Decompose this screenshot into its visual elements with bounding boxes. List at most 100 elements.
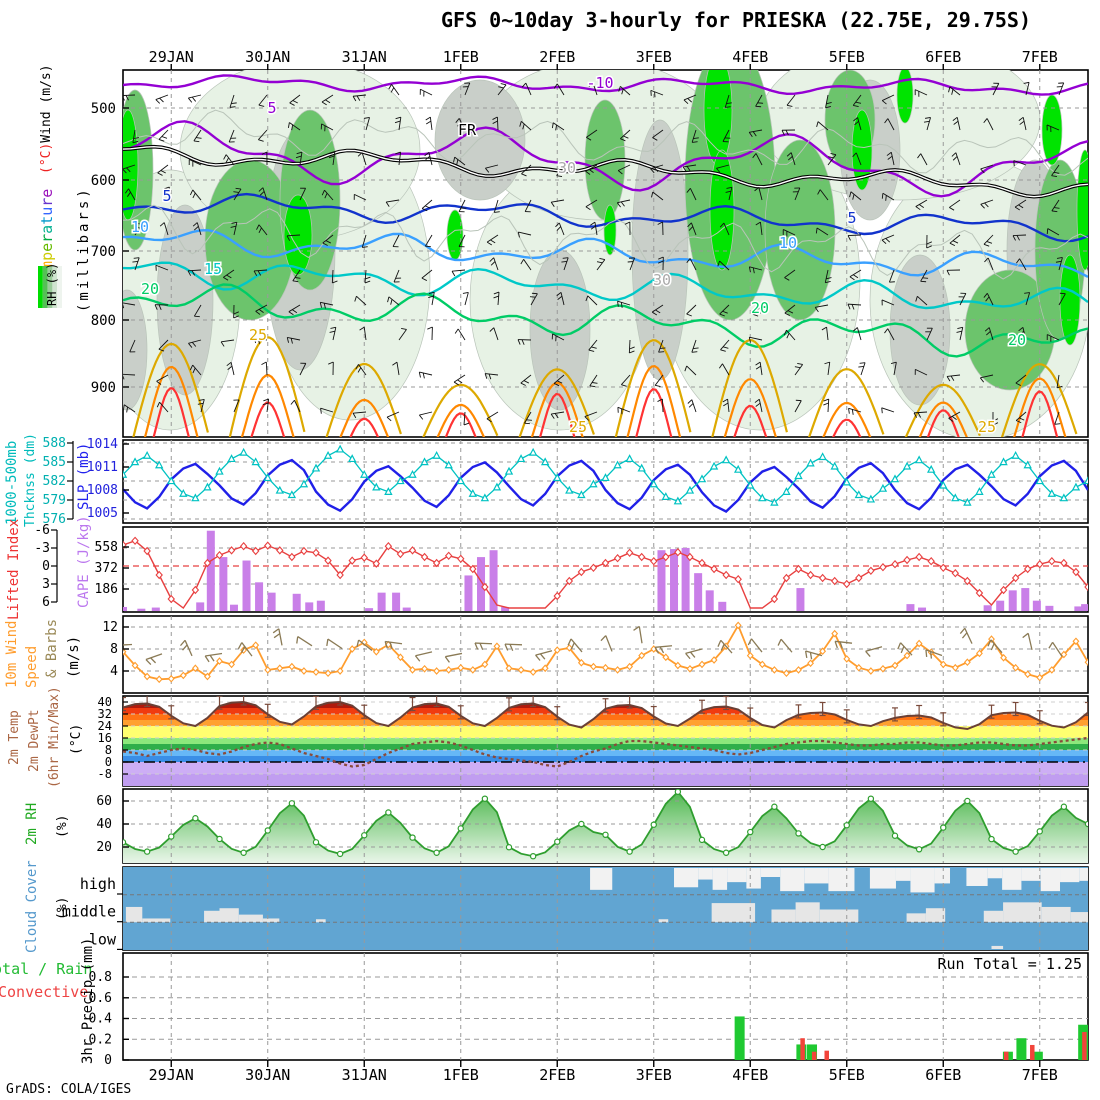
svg-text:20: 20: [96, 840, 112, 855]
svg-text:2FEB: 2FEB: [539, 1066, 575, 1084]
svg-text:24: 24: [98, 719, 112, 733]
svg-text:40: 40: [98, 695, 112, 709]
svg-text:32: 32: [98, 707, 112, 721]
panel-precip: [123, 953, 1088, 1060]
svg-text:29JAN: 29JAN: [149, 48, 194, 66]
svg-text:2m Temp: 2m Temp: [7, 710, 22, 765]
svg-text:4: 4: [110, 664, 118, 679]
panel-cloud: [123, 867, 1088, 950]
svg-text:576: 576: [43, 512, 66, 527]
grads-credit: GrADS: COLA/IGES: [6, 1082, 132, 1097]
thickness-line: [123, 444, 1088, 506]
svg-text:-8: -8: [98, 767, 112, 781]
svg-text:5FEB: 5FEB: [829, 48, 865, 66]
svg-text:0: 0: [104, 1053, 112, 1068]
svg-text:5FEB: 5FEB: [829, 1066, 865, 1084]
svg-text:31JAN: 31JAN: [342, 1066, 387, 1084]
svg-text:1008: 1008: [87, 483, 118, 498]
svg-text:3hr Precip (mm): 3hr Precip (mm): [80, 938, 96, 1064]
svg-text:RH (%): RH (%): [45, 263, 59, 306]
svg-text:2FEB: 2FEB: [539, 48, 575, 66]
svg-text:12: 12: [102, 620, 118, 635]
svg-text:(m/s): (m/s): [66, 636, 82, 678]
svg-text:(°C): (°C): [69, 724, 84, 755]
svg-text:500: 500: [91, 101, 116, 117]
svg-text:Cloud Cover: Cloud Cover: [24, 860, 40, 953]
svg-text:5: 5: [267, 99, 276, 117]
svg-text:-3: -3: [34, 541, 50, 556]
wind10m-line: [123, 621, 1088, 684]
run-total-label: Run Total = 1.25: [938, 955, 1083, 973]
svg-text:186: 186: [95, 582, 118, 597]
svg-text:middle: middle: [62, 903, 116, 921]
page-title: GFS 0~10day 3-hourly for PRIESKA (22.75E…: [440, 8, 1031, 32]
rh2m-line: [123, 789, 1088, 860]
svg-text:60: 60: [96, 794, 112, 809]
svg-text:600: 600: [91, 173, 116, 189]
svg-text:high: high: [80, 875, 116, 893]
svg-text:40: 40: [96, 817, 112, 832]
cloud-grid: [170, 867, 1041, 950]
svg-text:1000-500mb: 1000-500mb: [4, 441, 20, 525]
svg-text:588: 588: [43, 436, 66, 451]
svg-text:585: 585: [43, 455, 66, 470]
svg-text:Convective: Convective: [0, 983, 88, 1001]
svg-text:29JAN: 29JAN: [149, 1066, 194, 1084]
svg-text:1FEB: 1FEB: [443, 48, 479, 66]
svg-text:579: 579: [43, 493, 66, 508]
svg-text:372: 372: [95, 561, 118, 576]
svg-text:700: 700: [91, 244, 116, 260]
svg-text:& Barbs: & Barbs: [44, 619, 60, 678]
svg-text:0.6: 0.6: [89, 991, 112, 1006]
upper-air-wind-barbs: [123, 81, 1066, 426]
svg-text:FR: FR: [458, 121, 477, 139]
slp-line: [123, 458, 1088, 513]
svg-text:0: 0: [42, 559, 50, 574]
svg-text:30JAN: 30JAN: [245, 1066, 290, 1084]
svg-text:0: 0: [105, 755, 112, 769]
svg-text:-6: -6: [34, 523, 50, 538]
svg-text:5: 5: [847, 209, 856, 227]
svg-text:10: 10: [779, 234, 797, 252]
svg-text:SLP (mb): SLP (mb): [76, 443, 92, 510]
svg-text:10: 10: [131, 218, 149, 236]
svg-text:5: 5: [162, 187, 171, 205]
svg-text:20: 20: [141, 280, 159, 298]
precip-convective-bars: [800, 1032, 1087, 1060]
svg-text:Lifted Index: Lifted Index: [6, 519, 22, 620]
svg-text:(%): (%): [55, 897, 70, 920]
svg-text:2m DewPt: 2m DewPt: [27, 709, 42, 772]
svg-text:6FEB: 6FEB: [925, 48, 961, 66]
svg-text:30: 30: [653, 271, 671, 289]
rh2m-grid: [123, 789, 1088, 863]
svg-text:(°C)Wind (m/s): (°C)Wind (m/s): [39, 64, 54, 174]
dewpt-line: [123, 736, 1088, 768]
svg-text:30: 30: [558, 159, 576, 177]
wind10m-barbs: [123, 625, 1063, 665]
svg-text:25: 25: [249, 326, 267, 344]
temperature-contours: [123, 74, 1088, 437]
svg-text:900: 900: [91, 380, 116, 396]
svg-text:3FEB: 3FEB: [636, 48, 672, 66]
svg-text:1011: 1011: [87, 460, 118, 475]
svg-text:6: 6: [42, 595, 50, 610]
svg-text:Run Total = 1.25: Run Total = 1.25: [938, 955, 1083, 973]
svg-text:25: 25: [569, 418, 587, 436]
contour-labels: -10 5 FR 5 5 10 10 15 20 20 20 25 25 25 30 30: [129, 73, 1027, 438]
svg-text:4FEB: 4FEB: [732, 1066, 768, 1084]
cape-bars: [123, 530, 1088, 611]
upper-air-grid: [123, 70, 1088, 437]
svg-text:(%): (%): [55, 815, 70, 838]
svg-text:7FEB: 7FEB: [1022, 1066, 1058, 1084]
precip-total-bars: [734, 1016, 1088, 1060]
svg-text:4FEB: 4FEB: [732, 48, 768, 66]
svg-text:0.4: 0.4: [89, 1012, 113, 1027]
svg-text:10m Wind: 10m Wind: [4, 621, 20, 688]
svg-text:3: 3: [42, 577, 50, 592]
time-axis: 29JAN 29JAN 30JAN 30JAN 31JAN 31JAN 1FEB 1FEB 2F…: [149, 48, 1058, 1084]
svg-text:20: 20: [1008, 331, 1026, 349]
svg-text:0.8: 0.8: [89, 970, 112, 985]
svg-text:-10: -10: [586, 74, 613, 92]
svg-text:16: 16: [98, 731, 112, 745]
